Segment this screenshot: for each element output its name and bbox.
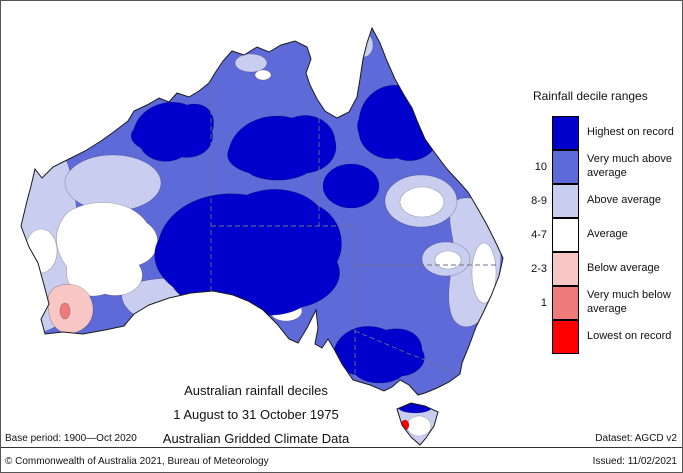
map-period: 1 August to 31 October 1975	[173, 407, 339, 422]
legend-label: Below average	[587, 262, 660, 275]
legend-title: Rainfall decile ranges	[533, 89, 648, 103]
legend-swatch-below	[552, 251, 579, 286]
region-highest-southeast	[332, 326, 425, 384]
legend-number: 1	[540, 297, 547, 309]
legend-row-very-much-above: 10 Very much above average	[517, 149, 682, 184]
legend-label: Lowest on record	[587, 330, 672, 343]
issued-text: Issued: 11/02/2021	[592, 456, 677, 467]
region-average-qld-interior	[399, 186, 445, 218]
legend-row-highest: Highest on record	[517, 116, 682, 150]
legend-number: 4-7	[531, 229, 547, 241]
region-highest-ne-qld	[357, 83, 453, 162]
legend-rows: Highest on record 10 Very much above ave…	[517, 116, 682, 354]
legend-label: Very much below average	[587, 289, 671, 315]
legend-swatch-lowest	[552, 319, 579, 354]
legend-row-lowest: Lowest on record	[517, 319, 682, 354]
map-title: Australian rainfall deciles	[184, 383, 328, 398]
legend-swatch-average	[552, 217, 579, 252]
legend-label: Highest on record	[587, 126, 674, 139]
australia-rainfall-map	[20, 27, 504, 446]
region-above-top-end	[234, 53, 268, 73]
region-average-south-coast-2	[166, 300, 196, 318]
legend-label: Above average	[587, 194, 661, 207]
legend-number: 2-3	[531, 263, 547, 275]
map-dataset-name: Australian Gridded Climate Data	[162, 431, 350, 446]
region-average-top-end	[254, 69, 272, 81]
base-period-text: Base period: 1900—Oct 2020	[5, 433, 137, 444]
region-average-inland-west	[56, 202, 158, 297]
region-highest-central	[154, 189, 342, 316]
legend-row-very-much-below: 1 Very much below average	[517, 285, 682, 320]
legend-swatch-very-much-above	[552, 149, 579, 184]
region-highest-qld-connector	[322, 163, 380, 209]
map-titles: Australian rainfall deciles 1 August to …	[56, 383, 456, 455]
region-average-east-coast	[471, 242, 497, 304]
legend-row-above: 8-9 Above average	[517, 183, 682, 218]
legend: Rainfall decile ranges Highest on record…	[517, 89, 682, 354]
footer-divider	[1, 447, 682, 448]
legend-swatch-very-much-below	[552, 285, 579, 320]
legend-swatch-highest	[552, 116, 579, 150]
dataset-text: Dataset: AGCD v2	[595, 433, 677, 444]
legend-swatch-above	[552, 183, 579, 218]
region-below-southwest-wa	[47, 283, 94, 334]
region-average-west-coast	[24, 228, 58, 274]
region-highest-north-central	[227, 115, 337, 181]
state-border-nsw-vic	[354, 330, 461, 375]
legend-label: Average	[587, 228, 628, 241]
legend-number: 8-9	[531, 195, 547, 207]
copyright-text: © Commonwealth of Australia 2021, Bureau…	[5, 456, 269, 467]
region-average-nsw-interior	[434, 250, 462, 270]
legend-row-below: 2-3 Below average	[517, 251, 682, 286]
region-above-pilbara	[64, 154, 162, 212]
region-very-much-below-southwest-wa	[59, 302, 71, 320]
legend-number: 10	[534, 161, 547, 173]
region-highest-kimberley	[130, 101, 214, 162]
legend-label: Very much above average	[587, 153, 672, 179]
legend-row-average: 4-7 Average	[517, 217, 682, 252]
